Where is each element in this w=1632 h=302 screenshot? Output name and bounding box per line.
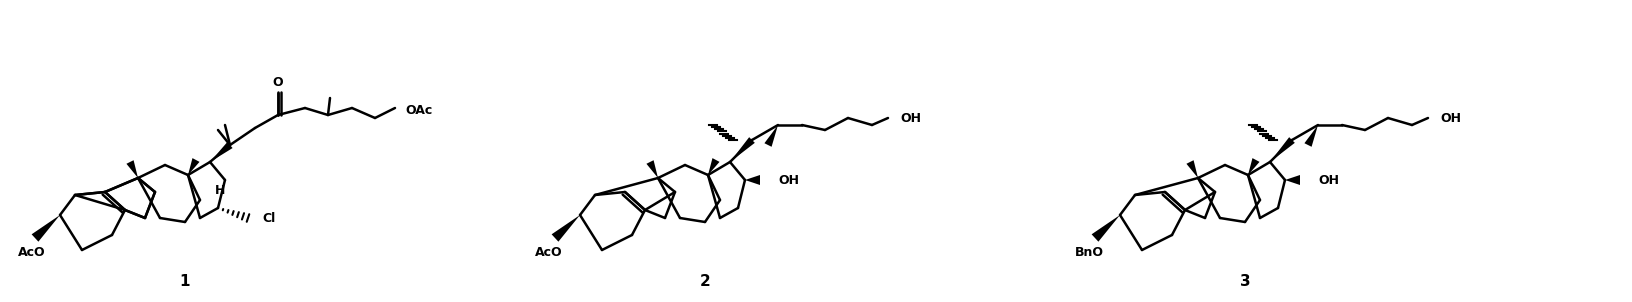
Text: OAc: OAc (405, 104, 432, 117)
Polygon shape (1270, 137, 1294, 162)
Text: O: O (273, 76, 282, 88)
Polygon shape (764, 125, 777, 147)
Polygon shape (744, 175, 759, 185)
Polygon shape (1284, 175, 1299, 185)
Text: H: H (215, 184, 225, 197)
Text: 3: 3 (1239, 275, 1250, 290)
Text: 1: 1 (180, 275, 191, 290)
Text: BnO: BnO (1074, 246, 1103, 259)
Polygon shape (1247, 158, 1258, 175)
Polygon shape (31, 215, 60, 242)
Text: AcO: AcO (535, 246, 563, 259)
Text: OH: OH (1317, 174, 1338, 187)
Polygon shape (552, 215, 579, 242)
Polygon shape (1090, 215, 1120, 242)
Text: 2: 2 (698, 275, 710, 290)
Text: OH: OH (1439, 111, 1461, 124)
Text: OH: OH (777, 174, 798, 187)
Polygon shape (730, 137, 754, 162)
Text: AcO: AcO (18, 246, 46, 259)
Polygon shape (188, 158, 199, 175)
Polygon shape (1304, 125, 1317, 147)
Polygon shape (211, 142, 232, 162)
Text: OH: OH (899, 111, 920, 124)
Polygon shape (1186, 160, 1198, 178)
Polygon shape (708, 158, 720, 175)
Polygon shape (126, 160, 139, 178)
Text: Cl: Cl (261, 211, 276, 224)
Polygon shape (646, 160, 658, 178)
